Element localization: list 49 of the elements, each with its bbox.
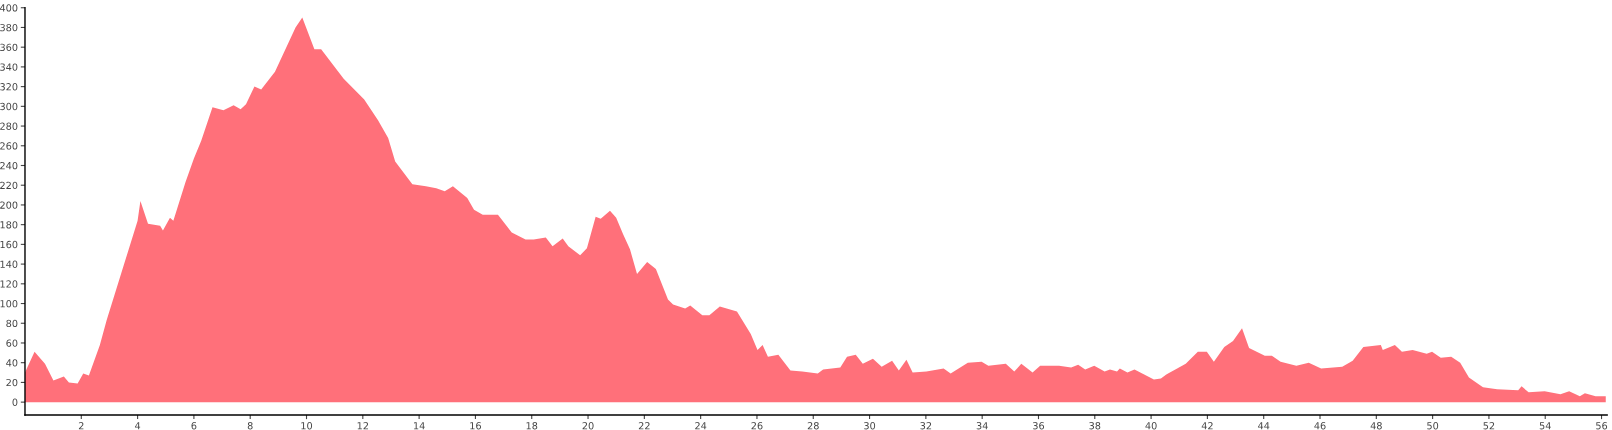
x-tick-label: 36 [1033,422,1045,430]
x-tick-label: 26 [751,422,763,430]
y-tick-label: 360 [0,43,18,52]
x-tick-label: 50 [1427,422,1439,430]
y-tick-label: 200 [0,201,18,209]
y-tick-label: 340 [0,63,18,71]
y-tick-label: 160 [0,240,18,249]
x-tick-label: 44 [1257,422,1270,430]
x-tick-label: 54 [1539,422,1551,430]
x-tick-label: 46 [1314,422,1326,430]
x-tick-label: 34 [976,422,988,430]
x-tick-label: 24 [695,422,707,430]
x-tick-label: 6 [191,422,197,430]
y-tick-label: 120 [0,280,18,288]
y-tick-label: 60 [6,339,18,347]
y-tick-label: 20 [6,378,18,387]
y-tick-label: 100 [0,300,18,308]
x-tick-label: 38 [1089,422,1101,430]
x-tick-label: 32 [920,422,932,430]
y-tick-label: 180 [0,221,18,229]
x-tick-label: 16 [470,422,481,430]
x-tick-label: 2 [78,422,84,430]
y-tick-label: 260 [0,142,18,150]
y-tick-label: 380 [0,23,18,32]
x-tick-label: 40 [1145,422,1157,430]
y-tick-label: 320 [0,83,18,91]
y-tick-label: 80 [6,319,18,328]
y-tick-label: 400 [0,4,18,12]
y-tick-label: 140 [0,260,18,268]
y-tick-label: 220 [0,181,18,190]
x-tick-label: 12 [357,422,369,430]
x-tick-label: 8 [247,422,253,430]
x-tick-label: 18 [526,422,538,430]
x-tick-label: 56 [1596,422,1608,430]
x-tick-label: 42 [1201,422,1213,430]
x-tick-label: 28 [807,422,819,430]
y-tick-label: 240 [0,161,18,170]
x-tick-label: 22 [638,422,650,430]
x-tick-label: 10 [301,422,313,430]
x-tick-label: 48 [1370,422,1382,430]
y-tick-label: 0 [12,398,18,406]
x-tick-label: 52 [1483,422,1495,430]
x-tick-label: 14 [414,422,425,430]
y-tick-label: 300 [0,102,18,111]
x-tick-label: 30 [864,422,876,430]
x-tick-label: 20 [582,422,594,430]
x-tick-label: 4 [134,422,141,430]
y-tick-label: 40 [6,359,18,367]
y-tick-label: 280 [0,122,18,130]
